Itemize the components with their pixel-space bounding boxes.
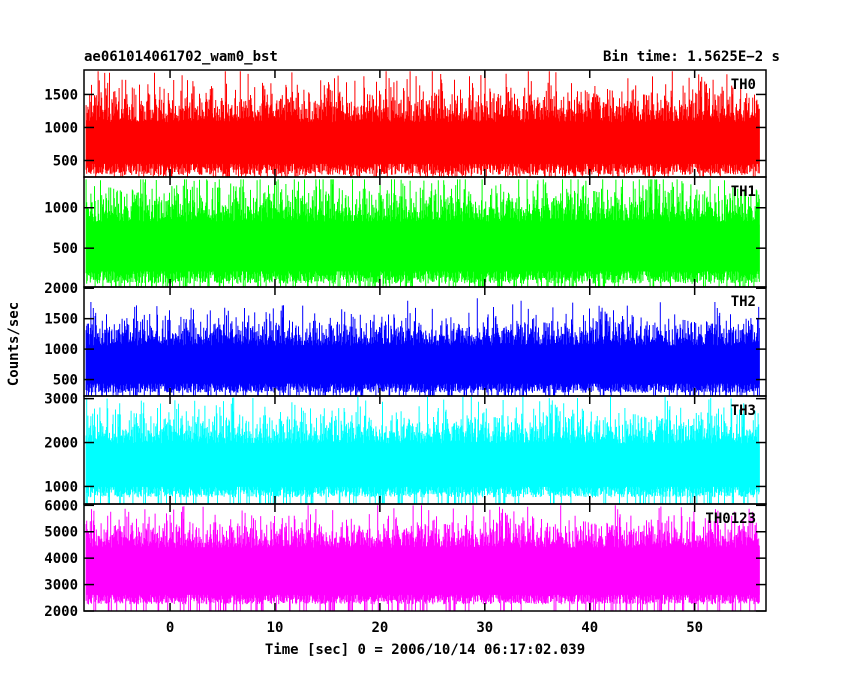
x-axis-label: Time [sec] 0 = 2006/10/14 06:17:02.039 [265,642,585,658]
series-th0123-band [86,550,760,595]
panel-th3: 1000 2000 3000 TH3 [44,392,767,505]
panel-th0: 500 1000 1500 TH0 [44,69,767,178]
y-tick-label: 3000 [44,392,78,408]
series-th2-band [86,347,760,384]
y-tick-label: 1500 [44,312,78,328]
y-tick-label: 3000 [44,578,78,594]
x-tick-label: 20 [371,620,388,636]
x-tick-label: 50 [686,620,703,636]
y-tick-label: 2000 [44,436,78,452]
panel-th0123: 2000 3000 4000 5000 6000 TH0123 [44,498,767,620]
x-tick-label: 40 [581,620,598,636]
chart-title-right: Bin time: 1.5625E−2 s [603,49,780,65]
y-tick-label: 1000 [44,342,78,358]
series-th3-label: TH3 [731,403,756,419]
y-tick-label: 1000 [44,120,78,136]
series-th1-label: TH1 [731,184,756,200]
y-tick-label: 6000 [44,498,78,514]
y-tick-label: 2000 [44,604,78,620]
y-tick-label: 500 [53,373,78,389]
series-th0-band [86,124,760,164]
chart-title-left: ae061014061702_wam0_bst [84,49,278,65]
y-tick-label: 1500 [44,87,78,103]
y-tick-label: 1000 [44,201,78,217]
x-tick-label: 30 [476,620,493,636]
panel-th1: 500 1000 TH1 [44,176,767,288]
panels-group: 50010001500TH05001000TH1500100015002000T… [44,69,767,636]
y-tick-label: 2000 [44,281,78,297]
y-tick-label: 500 [53,153,78,169]
y-tick-label: 1000 [44,479,78,495]
y-tick-label: 4000 [44,551,78,567]
x-tick-label: 0 [166,620,174,636]
series-th0123-label: TH0123 [705,511,756,527]
y-axis-label: Counts/sec [6,302,22,386]
series-th3-band [86,446,760,487]
series-th0-label: TH0 [731,77,756,93]
y-tick-label: 500 [53,241,78,257]
x-tick-label: 10 [267,620,284,636]
series-th1-band [86,224,760,272]
series-th2-label: TH2 [731,294,756,310]
panel-th2: 500 1000 1500 2000 TH2 [44,281,767,397]
y-tick-label: 5000 [44,525,78,541]
